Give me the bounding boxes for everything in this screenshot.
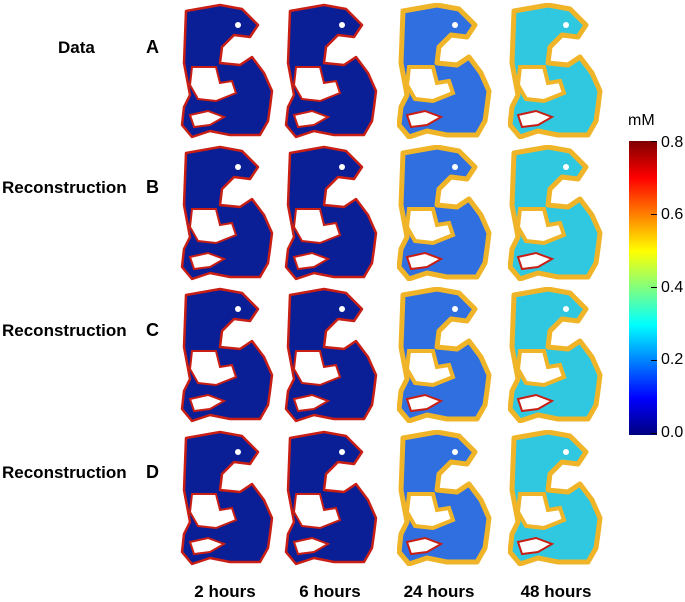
colorbar-tick-0-8: 0.8 (661, 134, 684, 151)
colorbar-tick-0-4: 0.4 (661, 279, 684, 296)
brain-slice-r1-c1 (180, 3, 276, 139)
brain-slice-r2-c1 (180, 145, 276, 281)
panel-letter-d: D (146, 462, 159, 482)
column-label-2h: 2 hours (194, 582, 256, 601)
colorbar-tickmark (651, 214, 657, 215)
column-label-48h: 48 hours (520, 582, 592, 601)
colorbar (629, 141, 657, 435)
brain-slice-r4-c3 (397, 430, 493, 566)
brain-slice-r2-c3 (397, 145, 493, 281)
brain-slice-r3-c4 (508, 287, 604, 423)
colorbar-unit: mM (628, 112, 655, 129)
brain-slice-r2-c4 (508, 145, 604, 281)
brain-slice-r3-c1 (180, 287, 276, 423)
colorbar-tick-0-6: 0.6 (661, 206, 684, 223)
brain-slice-r4-c4 (508, 430, 604, 566)
column-label-6h: 6 hours (299, 582, 361, 601)
colorbar-tickmark (651, 141, 657, 142)
row-label-b: Reconstruction (2, 178, 127, 197)
brain-slice-r1-c4 (508, 3, 604, 139)
colorbar-tick-0-0: 0.0 (661, 424, 684, 441)
colorbar-tick-0-2: 0.2 (661, 351, 684, 368)
brain-slice-r1-c2 (284, 3, 380, 139)
colorbar-tickmark (651, 433, 657, 434)
brain-slice-r4-c2 (284, 430, 380, 566)
row-label-a: Data (58, 38, 95, 57)
panel-letter-a: A (146, 37, 159, 57)
colorbar-tickmark (651, 287, 657, 288)
row-label-c: Reconstruction (2, 321, 127, 340)
row-label-d: Reconstruction (2, 463, 127, 482)
brain-slice-r4-c1 (180, 430, 276, 566)
panel-letter-b: B (146, 177, 159, 197)
brain-slice-r1-c3 (397, 3, 493, 139)
colorbar-tickmark (651, 360, 657, 361)
brain-slice-r2-c2 (284, 145, 380, 281)
panel-letter-c: C (146, 320, 159, 340)
column-label-24h: 24 hours (403, 582, 475, 601)
brain-slice-r3-c3 (397, 287, 493, 423)
brain-slice-r3-c2 (284, 287, 380, 423)
